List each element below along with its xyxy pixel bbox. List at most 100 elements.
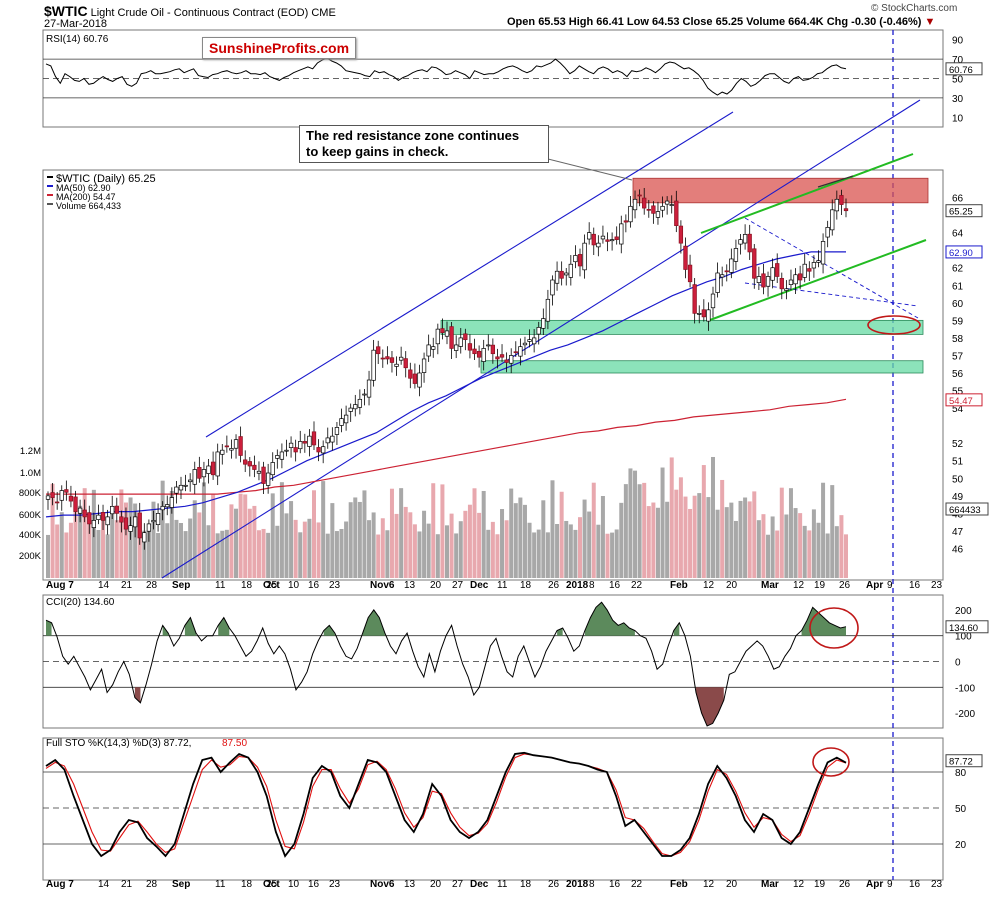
price-tick-label: 55 [952,387,964,398]
volume-bar [655,507,660,578]
wedge-upper-line [700,153,914,234]
target-ellipse [867,315,921,335]
candle-body [261,466,266,484]
bottom-axis-label: 23 [931,879,943,890]
candle-body [591,233,596,246]
ma50-line [45,251,846,518]
volume-bar [756,520,761,578]
bottom-axis-label: Sep [172,879,190,890]
candle-body [376,346,381,355]
candle-body [779,277,784,290]
candle-body [820,241,826,265]
candle-body [201,469,207,478]
candle-body [499,354,505,358]
candle-body [816,260,821,263]
volume-bar [353,497,358,578]
volume-bar [426,523,431,578]
volume-bar [513,503,518,578]
volume-bar [325,533,330,578]
candle-body [720,274,725,278]
cci-tick-label: -200 [955,709,975,720]
bottom-axis-label: 23 [329,879,341,890]
ma50-badge-box [945,245,983,259]
mid-axis-label: 25 [266,580,278,591]
volume-bar [220,530,225,578]
volume-bar [188,518,193,578]
mid-axis-label: 18 [241,580,253,591]
bottom-axis-label: 21 [121,879,133,890]
volume-bar [256,530,261,578]
candle-body [385,356,390,360]
volume-bar [568,524,573,578]
volume-bar [628,468,633,578]
rsi-line [45,57,847,96]
support-zone [440,319,924,335]
volume-bar [793,508,798,578]
candle-body [192,469,197,485]
volume-bar [156,533,161,578]
mid-axis-label: 27 [452,580,464,591]
candle-body [389,357,395,363]
cci-tick-label: 0 [955,658,961,669]
candle-body [431,346,436,350]
volume-bar [816,522,821,578]
candle-body [600,235,606,240]
candle-body [481,348,486,362]
volume-bar [697,493,702,578]
volume-bar [536,529,541,578]
volume-bar [532,532,537,578]
chg-label: Chg [826,16,849,28]
candle-body [669,204,674,206]
candle-body [155,513,161,526]
cci-positive-fill [673,622,680,636]
candle-body [775,263,780,277]
volume-bar [564,520,569,578]
rsi-tick-label: 10 [952,113,964,124]
mid-axis-label: 12 [793,580,805,591]
volume-bar [711,456,715,578]
bottom-axis-label: Dec [470,879,489,890]
candle-body [321,446,326,454]
volume-bar [720,479,725,578]
candle-body [123,517,129,530]
volume-bar [307,518,312,578]
volume-bar [440,484,445,578]
volume-bar [830,485,835,578]
volume-bar [302,521,307,578]
candle-body [651,205,656,214]
sto-d-line [45,753,847,857]
volume-bar [298,532,303,578]
candle-body [114,505,119,514]
volume-bar [541,500,546,578]
sunshine-banner[interactable]: SunshineProfits.com [202,37,357,59]
mid-axis-label: Aug 7 [46,580,74,591]
volume-bar [610,532,615,578]
volume-badge: 664433 [949,505,981,516]
candle-body [270,462,275,476]
rsi-title: RSI(14) 60.76 [46,34,109,45]
bottom-axis-label: 22 [631,879,643,890]
volume-bar [435,534,440,578]
volume-bar [637,484,642,578]
legend-entry: Volume 664,433 [56,201,121,211]
candle-body [353,404,358,410]
candle-body [55,501,60,504]
volume-bar [380,518,385,578]
candle-body [752,248,757,279]
resistance-zone [632,177,929,204]
volume-bar [449,513,454,578]
candle-body [522,342,528,346]
volume-bar [683,496,688,578]
volume-bar [142,530,147,578]
bottom-axis-label: 14 [98,879,110,890]
volume-bar [747,501,752,578]
volume-bar [146,530,151,578]
close-value: 65.25 [715,16,744,28]
volume-bar [229,504,234,578]
volume-bar [646,506,651,578]
legend-swatch [47,185,53,187]
volume-bar [412,524,417,578]
volume-bar [495,534,500,578]
candle-body [463,333,468,341]
rsi-tick-label: 70 [952,55,964,66]
